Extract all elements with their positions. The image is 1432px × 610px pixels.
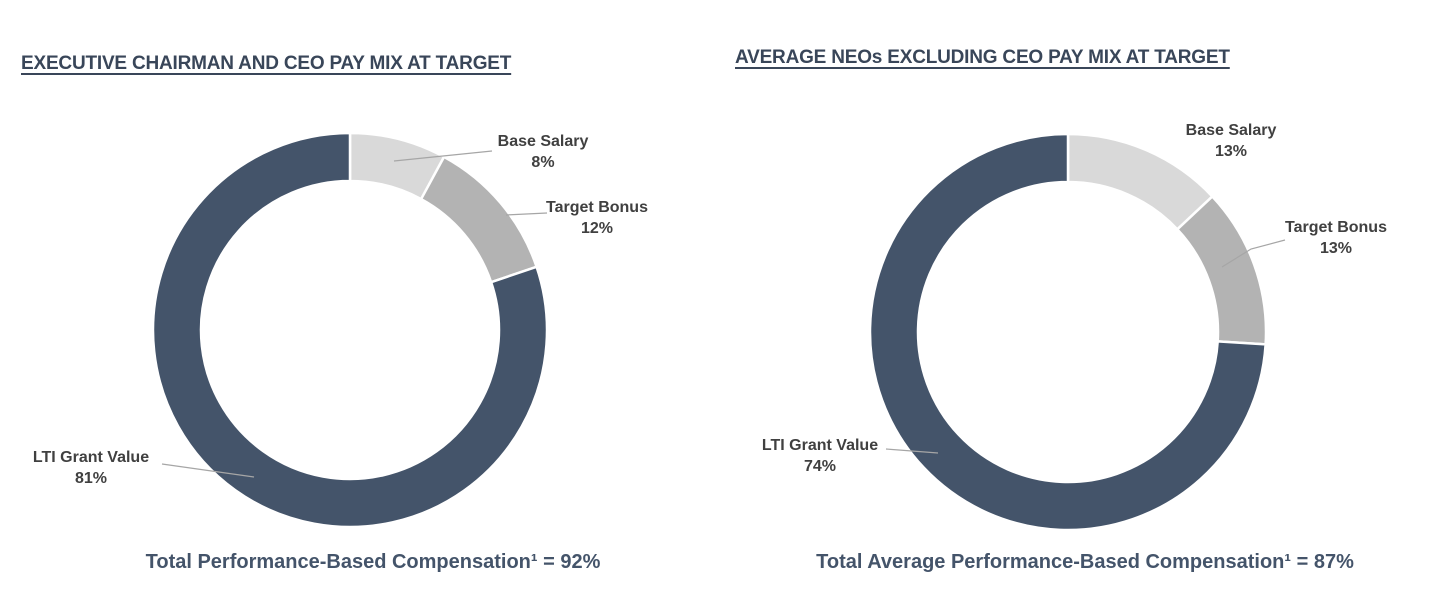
left-chart-title: EXECUTIVE CHAIRMAN AND CEO PAY MIX AT TA… [21,53,512,74]
right-label-lti-grant-value: LTI Grant Value 74% [762,435,878,477]
slice-label-name: Target Bonus [546,199,648,216]
donut-slice-target-bonus [1176,195,1268,346]
slice-label-name: Base Salary [497,133,589,150]
slice-label-value: 81% [74,470,108,487]
right-chart-caption: Total Average Performance-Based Compensa… [816,551,1354,573]
label-leader-line [161,463,255,478]
slice-label-name: LTI Grant Value [32,449,150,466]
donut-slice-lti-grant-value [151,131,549,529]
left-label-lti-grant-value: LTI Grant Value 81% [33,447,149,489]
right-label-target-bonus: Target Bonus 13% [1285,217,1387,259]
donut-slice-target-bonus [419,155,538,284]
slice-label-value: 13% [1214,143,1248,160]
slice-label-name: LTI Grant Value [761,437,879,454]
label-leader-line [1221,239,1286,268]
slice-label-value: 13% [1319,240,1353,257]
left-label-target-bonus: Target Bonus 12% [546,197,648,239]
slice-label-value: 12% [580,220,614,237]
label-leader-line [885,448,939,454]
right-chart-title: AVERAGE NEOs EXCLUDING CEO PAY MIX AT TA… [735,47,1230,68]
donut-left-group [151,131,549,529]
left-label-base-salary: Base Salary 8% [498,131,589,173]
left-chart-caption: Total Performance-Based Compensation¹ = … [145,551,601,573]
slice-label-name: Target Bonus [1285,219,1387,236]
label-leader-line [393,150,493,162]
slice-label-value: 8% [531,154,555,171]
label-leader-line [505,212,548,216]
slice-label-name: Base Salary [1185,122,1277,139]
slice-label-value: 74% [803,458,837,475]
right-label-base-salary: Base Salary 13% [1186,120,1277,162]
donut-slice-lti-grant-value [868,132,1267,532]
donut-right-group [868,132,1286,532]
